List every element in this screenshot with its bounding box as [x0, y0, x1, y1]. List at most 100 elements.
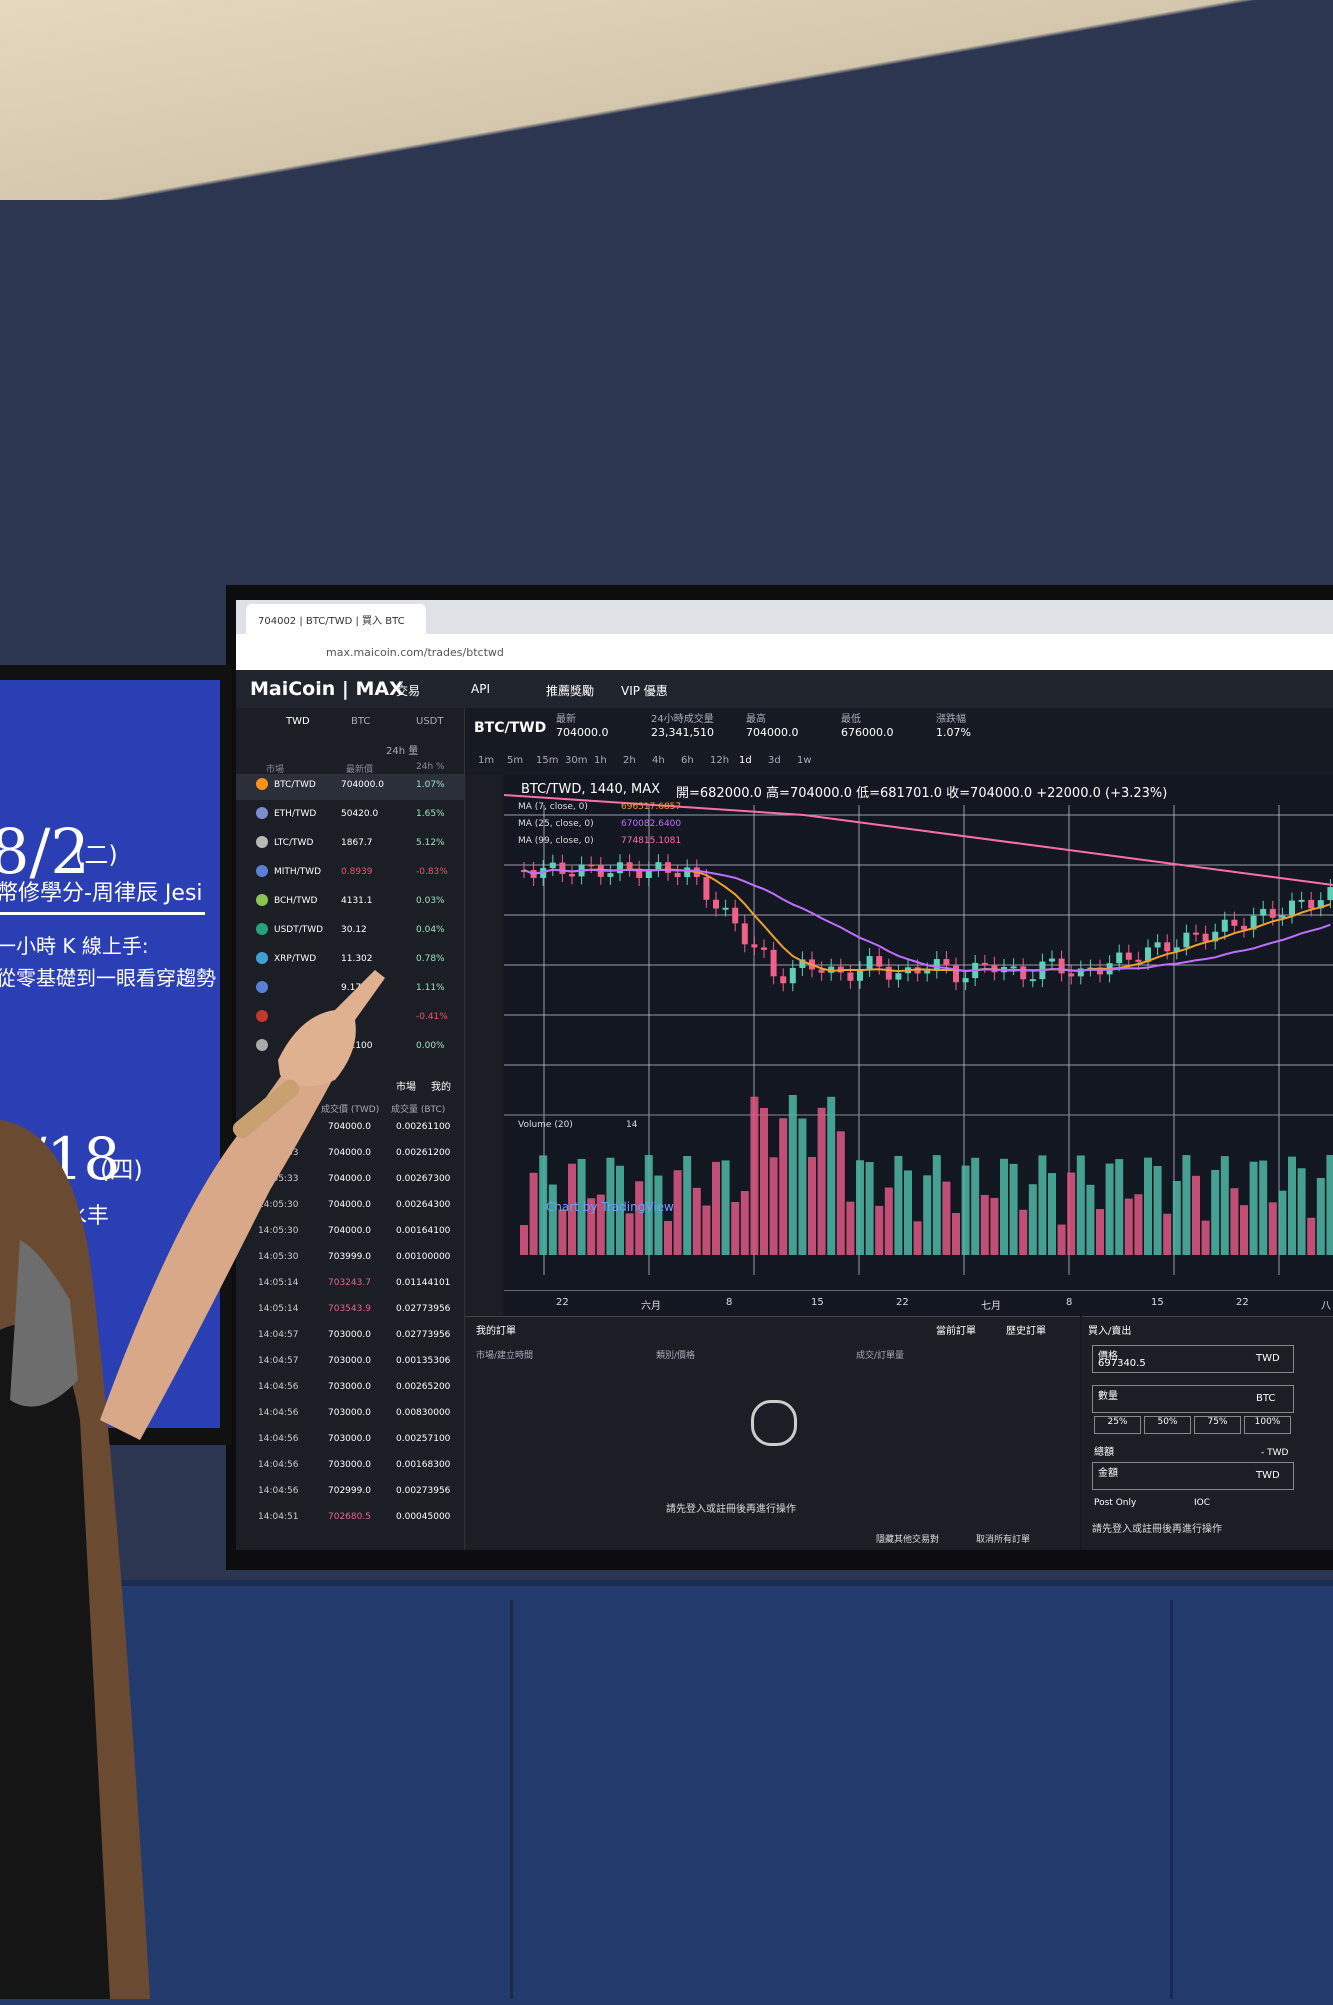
- orders-footer[interactable]: 隱藏其他交易對: [876, 1535, 940, 1545]
- volume-bar: [740, 1191, 749, 1255]
- candle: [914, 967, 921, 974]
- ticker-value: 704000.0: [746, 726, 799, 739]
- pct-button[interactable]: 100%: [1244, 1416, 1291, 1434]
- candle: [674, 872, 681, 878]
- volume-bar: [1201, 1220, 1210, 1255]
- market-pair: ETH/TWD: [274, 809, 317, 819]
- x-tick-label: 22: [1236, 1297, 1249, 1308]
- market-pair: MITH/TWD: [274, 867, 322, 877]
- pct-button[interactable]: 50%: [1144, 1416, 1191, 1434]
- market-tab[interactable]: BTC: [351, 716, 371, 727]
- trades-tab: 市場: [396, 1082, 416, 1093]
- orders-tab[interactable]: 歷史訂單: [1006, 1326, 1046, 1337]
- candle: [1289, 900, 1295, 916]
- candle: [876, 956, 883, 967]
- interval[interactable]: 12h: [710, 755, 730, 766]
- market-change: 1.07%: [416, 780, 445, 790]
- trade-price: 703000.0: [328, 1382, 371, 1392]
- volume-bar: [817, 1107, 826, 1255]
- volume-bar: [932, 1155, 941, 1255]
- candle: [1298, 899, 1305, 902]
- event-sub: 從零基礎到一眼看穿趨勢: [0, 966, 216, 990]
- nav-item[interactable]: VIP 優惠: [621, 684, 668, 698]
- browser-tab: [246, 604, 426, 634]
- interval[interactable]: 30m: [565, 755, 588, 766]
- ma-line: [504, 794, 1333, 886]
- input-box: [1092, 1345, 1294, 1373]
- ma-label: MA (99, close, 0): [518, 836, 594, 846]
- candle: [665, 862, 671, 873]
- volume-bar: [1048, 1173, 1056, 1255]
- candle: [1077, 968, 1084, 977]
- interval[interactable]: 1h: [594, 755, 607, 766]
- volume-bar: [1316, 1177, 1325, 1255]
- market-price: 11.302: [341, 954, 373, 964]
- candle: [1279, 915, 1286, 918]
- volume-bar: [1067, 1172, 1076, 1255]
- ticker-label: 最低: [841, 714, 861, 725]
- ceiling: [0, 0, 1333, 200]
- volume-bar: [971, 1157, 980, 1255]
- option[interactable]: Post Only: [1094, 1498, 1137, 1508]
- volume-bar: [635, 1181, 644, 1255]
- market-change: 0.03%: [416, 896, 445, 906]
- total-label: 總額: [1094, 1447, 1114, 1458]
- interval[interactable]: 3d: [768, 755, 781, 766]
- x-tick-label: 15: [1151, 1297, 1164, 1308]
- event-date: 8/2: [0, 815, 90, 888]
- volume-bar: [702, 1205, 711, 1255]
- trade-price: 703000.0: [328, 1460, 371, 1470]
- interval[interactable]: 5m: [507, 755, 524, 766]
- nav-item[interactable]: API: [471, 682, 490, 696]
- trade-price: 704000.0: [328, 1226, 371, 1236]
- nav-item[interactable]: 推薦獎勵: [546, 684, 595, 698]
- volume-bar: [798, 1118, 807, 1255]
- trade-amount: 0.00257100: [396, 1434, 451, 1444]
- interval[interactable]: 1w: [797, 755, 812, 766]
- volume-bar: [577, 1158, 586, 1255]
- market-change: -0.41%: [416, 1012, 448, 1022]
- candle: [569, 873, 575, 877]
- event-sub: 一小時 K 線上手:: [0, 934, 149, 958]
- market-change: 0.04%: [416, 925, 445, 935]
- volume-bar: [606, 1157, 615, 1255]
- interval[interactable]: 4h: [652, 755, 665, 766]
- candle: [1154, 942, 1161, 948]
- volume-bar: [875, 1205, 884, 1255]
- volume-bar: [769, 1157, 778, 1255]
- trade-price: 704000.0: [328, 1200, 371, 1210]
- interval[interactable]: 6h: [681, 755, 694, 766]
- candle: [751, 944, 758, 948]
- candle: [732, 907, 739, 924]
- option[interactable]: IOC: [1194, 1498, 1211, 1508]
- volume-bar: [625, 1213, 634, 1255]
- candle: [607, 873, 614, 877]
- volume-bar: [1105, 1163, 1114, 1255]
- market-tab[interactable]: TWD: [286, 716, 310, 727]
- volume-bar: [894, 1155, 903, 1255]
- bracelet: [232, 1079, 300, 1139]
- volume-bar: [1172, 1181, 1181, 1255]
- divider: [0, 912, 205, 915]
- volume-bar: [1230, 1188, 1239, 1255]
- volume-bar: [760, 1108, 768, 1255]
- volume-bar: [1268, 1202, 1277, 1255]
- interval[interactable]: 1d: [739, 755, 752, 766]
- volume-bar: [856, 1160, 864, 1255]
- orders-footer[interactable]: 取消所有訂單: [976, 1535, 1031, 1545]
- market-pair: USDT/TWD: [274, 925, 324, 935]
- market-tab[interactable]: USDT: [416, 716, 444, 727]
- pct-button[interactable]: 25%: [1094, 1416, 1141, 1434]
- trade-price: 704000.0: [328, 1122, 371, 1132]
- candle: [828, 966, 835, 973]
- interval[interactable]: 15m: [536, 755, 559, 766]
- pct-button[interactable]: 75%: [1194, 1416, 1241, 1434]
- volume-bar: [596, 1194, 605, 1255]
- volume-bar: [1163, 1213, 1172, 1255]
- interval[interactable]: 1m: [478, 755, 495, 766]
- nav-item[interactable]: 交易: [396, 684, 421, 698]
- candle: [885, 966, 892, 980]
- trade-price: 703000.0: [328, 1434, 371, 1444]
- orders-tab[interactable]: 當前訂單: [936, 1326, 976, 1337]
- interval[interactable]: 2h: [623, 755, 636, 766]
